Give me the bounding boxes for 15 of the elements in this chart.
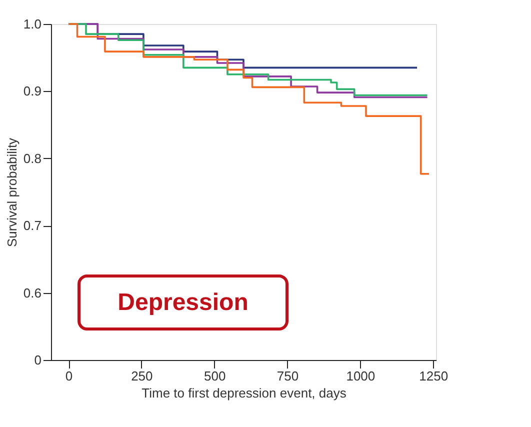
y-tick-label: 0 [34,352,42,368]
x-axis-title: Time to first depression event, days [142,386,347,400]
x-tick-label: 1000 [346,368,376,384]
annotation: Depression [118,289,248,316]
x-tick-label: 750 [276,368,299,384]
x-tick-label: 0 [65,368,73,384]
x-tick-label: 250 [131,368,153,384]
y-tick-label: 0.6 [23,285,42,300]
y-tick-label: 0.9 [23,84,42,99]
y-tick-label: 0.8 [23,150,42,166]
y-tick-label: 1.0 [23,16,42,32]
y-tick-label: 0.7 [23,218,42,234]
x-tick-label: 1250 [419,368,448,384]
y-axis-title: Survival probability [4,137,20,248]
x-tick-label: 500 [204,368,226,384]
